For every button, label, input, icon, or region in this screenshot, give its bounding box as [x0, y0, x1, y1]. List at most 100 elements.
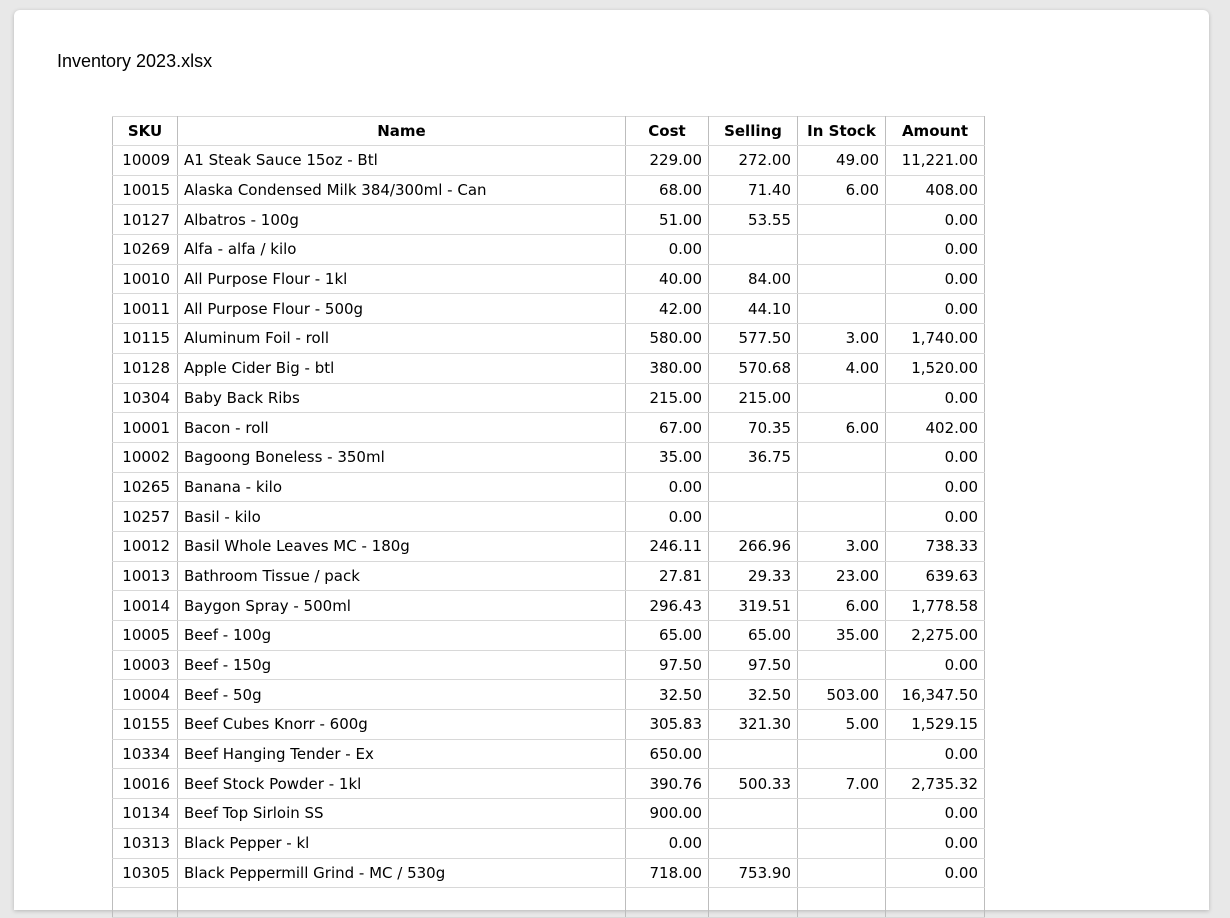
cell	[797, 234, 886, 265]
cell: Albatros - 100g	[177, 204, 626, 236]
cell: 35.00	[797, 620, 886, 651]
cell: 36.75	[708, 441, 798, 473]
cell: 319.51	[708, 590, 798, 621]
cell: 246.11	[625, 530, 709, 562]
column-header-in-stock: In Stock	[797, 116, 886, 146]
cell: Bathroom Tissue / pack	[177, 560, 626, 592]
cell: 0.00	[885, 204, 985, 236]
cell: 0.00	[625, 234, 709, 265]
cell: 11,221.00	[885, 145, 985, 176]
cell: 51.00	[625, 204, 709, 236]
cell	[708, 471, 798, 503]
cell	[797, 204, 886, 236]
cell: 10013	[112, 560, 178, 592]
cell: Apple Cider Big - btl	[177, 352, 626, 384]
cell: 10115	[112, 323, 178, 354]
cell: 272.00	[708, 145, 798, 176]
table-row: 10014 Baygon Spray - 500ml 296.43 319.51 6.0…	[112, 590, 985, 621]
table-row: 10313 Black Pepper - kl 0.00 0.00	[112, 827, 985, 859]
cell: 10334	[112, 738, 178, 770]
cell: 4.00	[797, 352, 886, 384]
cell: 1,529.15	[885, 709, 985, 740]
cell: 0.00	[885, 827, 985, 859]
cell: 0.00	[885, 293, 985, 325]
cell: 2,735.32	[885, 768, 985, 800]
cell: 390.76	[625, 768, 709, 800]
table-row: 10257 Basil - kilo 0.00 0.00	[112, 501, 985, 532]
cell	[708, 501, 798, 532]
table-row: 10002 Bagoong Boneless - 350ml 35.00 36.75 0…	[112, 441, 985, 473]
cell: Banana - kilo	[177, 471, 626, 503]
table-row: 10016 Beef Stock Powder - 1kl 390.76 500.33…	[112, 768, 985, 800]
cell	[797, 738, 886, 770]
table-row: 10304 Baby Back Ribs 215.00 215.00 0.00	[112, 382, 985, 414]
table-row: 10305 Black Peppermill Grind - MC / 530g 7…	[112, 857, 985, 889]
cell	[708, 234, 798, 265]
table-body: 10009 A1 Steak Sauce 15oz - Btl 229.00 272.…	[112, 145, 985, 918]
cell	[708, 798, 798, 829]
cell: 10134	[112, 798, 178, 829]
cell: 0.00	[885, 234, 985, 265]
cell: 10155	[112, 709, 178, 740]
cell: 215.00	[625, 382, 709, 414]
cell: 900.00	[625, 798, 709, 829]
column-header-name: Name	[177, 116, 626, 146]
cell	[112, 887, 178, 918]
cell: 305.83	[625, 709, 709, 740]
column-header-cost: Cost	[625, 116, 709, 146]
cell: 321.30	[708, 709, 798, 740]
cell: 580.00	[625, 323, 709, 354]
cell: 42.00	[625, 293, 709, 325]
cell: 10128	[112, 352, 178, 384]
cell: 718.00	[625, 857, 709, 889]
cell: 10257	[112, 501, 178, 532]
cell: 500.33	[708, 768, 798, 800]
cell: 10015	[112, 174, 178, 206]
cell: 1,520.00	[885, 352, 985, 384]
cell: Beef Hanging Tender - Ex	[177, 738, 626, 770]
cell: 10265	[112, 471, 178, 503]
cell: 5.00	[797, 709, 886, 740]
table-row: 10009 A1 Steak Sauce 15oz - Btl 229.00 272.…	[112, 145, 985, 176]
cell: 10005	[112, 620, 178, 651]
spreadsheet-preview-card: Inventory 2023.xlsx SKU Name Cost Selling In…	[14, 10, 1209, 918]
cell: 408.00	[885, 174, 985, 206]
inventory-table: SKU Name Cost Selling In Stock Amount 10009 A1…	[112, 116, 985, 918]
cell: 1,740.00	[885, 323, 985, 354]
cell	[708, 738, 798, 770]
cell: 16,347.50	[885, 679, 985, 711]
cell: 10003	[112, 649, 178, 681]
cell: 6.00	[797, 174, 886, 206]
cell	[797, 263, 886, 295]
cell: 10012	[112, 530, 178, 562]
cell: 215.00	[708, 382, 798, 414]
cell: 6.00	[797, 590, 886, 621]
cell: 6.00	[797, 412, 886, 443]
cell: 29.33	[708, 560, 798, 592]
cell: 10016	[112, 768, 178, 800]
table-row: 10269 Alfa - alfa / kilo 0.00 0.00	[112, 234, 985, 265]
cell: Alaska Condensed Milk 384/300ml - Can	[177, 174, 626, 206]
cell	[797, 798, 886, 829]
cell: 10001	[112, 412, 178, 443]
cell: 27.81	[625, 560, 709, 592]
cell: 402.00	[885, 412, 985, 443]
cell: 7.00	[797, 768, 886, 800]
cell: 296.43	[625, 590, 709, 621]
cell: Beef Cubes Knorr - 600g	[177, 709, 626, 740]
cell: A1 Steak Sauce 15oz - Btl	[177, 145, 626, 176]
cell: Beef - 150g	[177, 649, 626, 681]
cell: 71.40	[708, 174, 798, 206]
cell: 229.00	[625, 145, 709, 176]
cell: 10014	[112, 590, 178, 621]
cell	[797, 887, 886, 918]
table-row: 10013 Bathroom Tissue / pack 27.81 29.33 23.…	[112, 560, 985, 592]
cell: 0.00	[885, 501, 985, 532]
cell: 10305	[112, 857, 178, 889]
cell	[708, 887, 798, 918]
table-row: 10011 All Purpose Flour - 500g 42.00 44.10 0…	[112, 293, 985, 325]
cell: Bagoong Boneless - 350ml	[177, 441, 626, 473]
column-header-sku: SKU	[112, 116, 178, 146]
cell: 68.00	[625, 174, 709, 206]
cell: 44.10	[708, 293, 798, 325]
